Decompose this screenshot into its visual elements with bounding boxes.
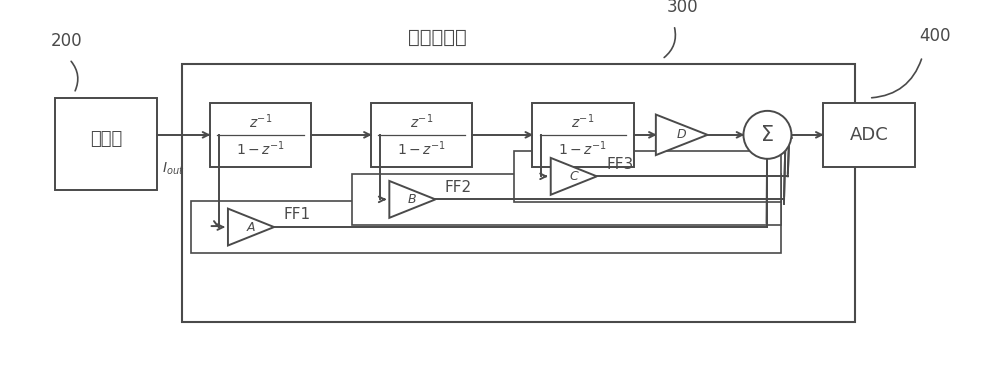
Text: FF1: FF1	[283, 208, 310, 222]
Bar	[210, 102, 311, 167]
Polygon shape	[656, 115, 707, 155]
Polygon shape	[228, 209, 274, 246]
Bar	[55, 98, 157, 190]
Circle shape	[743, 111, 791, 159]
Bar	[532, 102, 634, 167]
Text: ADC: ADC	[850, 126, 888, 144]
Text: $z^{-1}$: $z^{-1}$	[571, 112, 595, 131]
Text: $1-z^{-1}$: $1-z^{-1}$	[397, 139, 446, 158]
Text: FF3: FF3	[606, 157, 633, 172]
Polygon shape	[551, 158, 597, 195]
Text: $I_{out}$: $I_{out}$	[162, 161, 184, 177]
Text: A: A	[247, 221, 255, 233]
Text: C: C	[569, 170, 578, 183]
Bar	[514, 151, 781, 202]
Text: FF2: FF2	[445, 180, 472, 195]
Text: $z^{-1}$: $z^{-1}$	[410, 112, 433, 131]
Polygon shape	[389, 181, 435, 218]
Bar	[823, 102, 915, 167]
Text: B: B	[408, 193, 417, 206]
Text: D: D	[677, 128, 686, 141]
Text: $z^{-1}$: $z^{-1}$	[249, 112, 272, 131]
Bar	[191, 201, 781, 253]
Text: Σ: Σ	[761, 125, 774, 145]
Text: 环路滤波器: 环路滤波器	[408, 28, 467, 47]
Bar	[182, 64, 855, 322]
Bar	[371, 102, 472, 167]
Text: 200: 200	[51, 32, 83, 50]
Text: 鉴相器: 鉴相器	[90, 131, 122, 148]
Bar	[352, 174, 781, 225]
Text: 400: 400	[920, 27, 951, 46]
Text: $1-z^{-1}$: $1-z^{-1}$	[558, 139, 608, 158]
Text: 300: 300	[667, 0, 698, 16]
Text: $1-z^{-1}$: $1-z^{-1}$	[236, 139, 285, 158]
